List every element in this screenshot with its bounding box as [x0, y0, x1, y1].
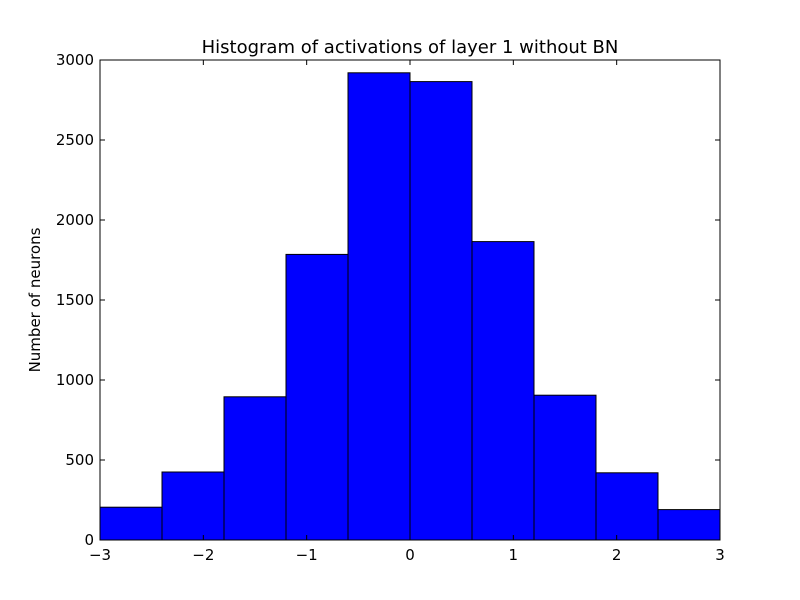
x-tick-label-3: −1 — [296, 546, 318, 564]
x-tick-label-5: 1 — [509, 546, 519, 564]
histogram-bar-9 — [595, 472, 659, 541]
plot-frame — [99, 59, 721, 541]
histogram-bar-5 — [347, 72, 411, 541]
x-tick-label-2: −2 — [192, 546, 214, 564]
histogram-bar-4 — [285, 253, 349, 541]
x-tick-label-6: 2 — [612, 546, 622, 564]
histogram-bar-2 — [161, 471, 225, 541]
y-axis-title: Number of neurons — [26, 227, 44, 372]
histogram-bar-8 — [533, 394, 597, 541]
histogram-bar-3 — [223, 396, 287, 541]
y-tick-label-5: 2000 — [56, 211, 94, 229]
tick-labels-group: −3 −2 −1 0 1 2 3 0 500 1000 1500 2000 2500 3000 — [56, 51, 725, 564]
x-tick-label-7: 3 — [715, 546, 725, 564]
histogram-bar-7 — [471, 241, 535, 541]
y-tick-label-1: 0 — [84, 531, 94, 549]
y-tick-label-6: 2500 — [56, 131, 94, 149]
chart-title: Histogram of activations of layer 1 with… — [202, 37, 619, 58]
x-tick-label-1: −3 — [89, 546, 111, 564]
y-tick-label-4: 1500 — [56, 291, 94, 309]
y-tick-label-3: 1000 — [56, 371, 94, 389]
y-tick-label-7: 3000 — [56, 51, 94, 69]
histogram-bar-6 — [409, 81, 473, 541]
histogram-bar-10 — [657, 509, 721, 541]
bars-group — [99, 72, 721, 541]
histogram-bar-1 — [99, 506, 163, 541]
y-tick-label-2: 500 — [65, 451, 94, 469]
x-tick-label-4: 0 — [405, 546, 415, 564]
